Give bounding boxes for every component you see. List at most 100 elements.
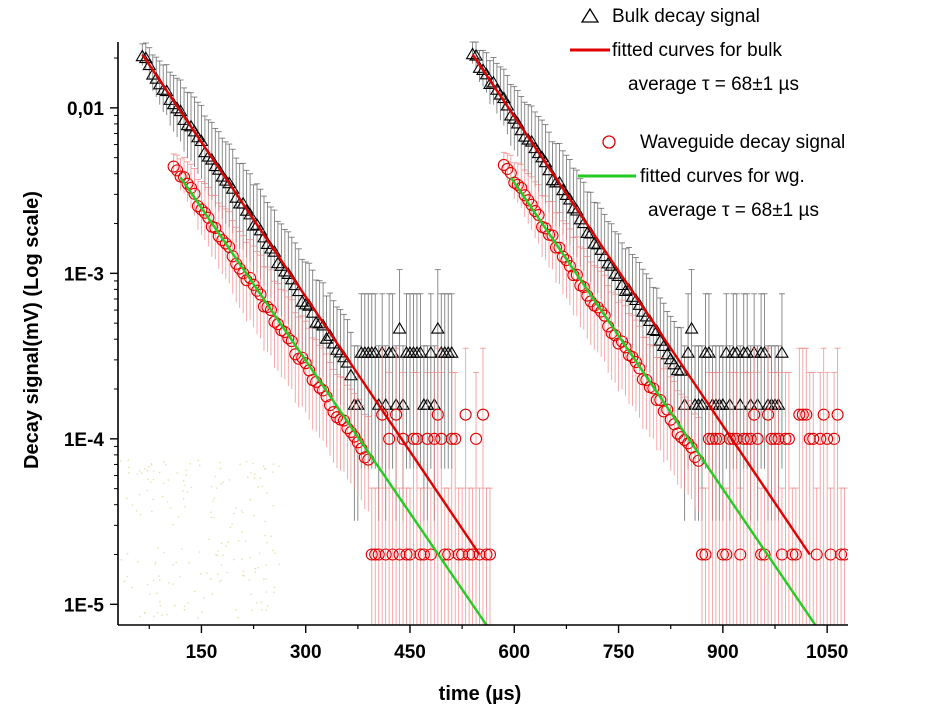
- waveguide-point: [737, 432, 750, 445]
- background-speckle: [253, 477, 256, 480]
- waveguide-point: [473, 548, 486, 561]
- background-speckle: [258, 552, 261, 554]
- waveguide-point: [786, 548, 799, 561]
- bulk-point: [170, 101, 185, 114]
- x-tick-label: 150: [186, 642, 218, 663]
- background-speckle: [151, 510, 153, 513]
- bulk-point: [729, 345, 744, 358]
- background-speckle: [147, 478, 149, 481]
- background-speckle: [255, 602, 258, 604]
- waveguide-point: [469, 432, 483, 445]
- background-speckle: [156, 611, 159, 614]
- background-speckle: [278, 465, 281, 468]
- waveguide-point: [209, 221, 222, 234]
- waveguide-point: [219, 237, 232, 250]
- waveguide-point: [831, 408, 844, 421]
- background-speckle: [231, 523, 233, 525]
- background-speckle: [208, 538, 210, 541]
- background-speckle: [248, 579, 251, 581]
- bulk-point: [159, 84, 174, 97]
- background-speckle: [179, 576, 181, 578]
- bulk-point: [618, 284, 633, 297]
- waveguide-point: [706, 432, 719, 445]
- background-speckle: [131, 504, 134, 506]
- background-speckle: [163, 551, 165, 554]
- waveguide-point: [431, 408, 444, 421]
- waveguide-point: [459, 408, 472, 421]
- background-speckle: [141, 472, 143, 475]
- background-speckle: [225, 545, 227, 547]
- background-speckle: [228, 479, 231, 481]
- x-tick-label: 300: [290, 642, 322, 663]
- waveguide-point: [393, 548, 406, 561]
- background-speckle: [190, 486, 193, 489]
- background-speckle: [137, 561, 140, 563]
- background-speckle: [149, 481, 152, 483]
- bulk-point: [187, 124, 202, 137]
- waveguide-point: [386, 548, 399, 561]
- waveguide-point: [810, 548, 823, 561]
- bulk-point: [423, 345, 438, 358]
- background-speckle: [244, 540, 247, 542]
- background-speckle: [235, 609, 238, 611]
- bulk-point: [309, 315, 324, 328]
- bulk-point: [479, 67, 494, 80]
- background-speckle: [217, 573, 220, 575]
- bulk-point: [510, 116, 525, 129]
- background-speckle: [273, 591, 275, 593]
- bulk-point: [378, 397, 393, 410]
- waveguide-point: [216, 234, 229, 247]
- bulk-point: [569, 203, 584, 216]
- background-speckle: [148, 465, 150, 468]
- waveguide-point: [556, 250, 570, 263]
- bulk-point: [253, 223, 268, 236]
- bulk-point: [225, 181, 240, 194]
- waveguide-point: [532, 208, 545, 222]
- background-speckle: [210, 516, 213, 519]
- bulk-point: [601, 256, 616, 269]
- bulk-point: [615, 278, 630, 291]
- waveguide-point: [445, 432, 458, 445]
- background-speckle: [181, 548, 183, 550]
- background-speckle: [154, 563, 156, 565]
- waveguide-point: [424, 548, 437, 561]
- background-speckle: [229, 526, 232, 528]
- waveguide-point: [727, 432, 740, 445]
- background-speckle: [166, 501, 169, 503]
- bulk-point: [211, 162, 226, 175]
- background-speckle: [274, 552, 276, 555]
- background-speckle: [234, 507, 237, 509]
- background-speckle: [153, 470, 155, 472]
- waveguide-point: [748, 408, 761, 421]
- waveguide-point: [480, 548, 493, 561]
- background-speckle: [158, 471, 161, 474]
- waveguide-point: [560, 254, 573, 267]
- background-speckle: [212, 500, 214, 503]
- bulk-point: [194, 134, 209, 147]
- background-speckle: [172, 563, 175, 566]
- background-speckle: [210, 511, 212, 513]
- bulk-point: [413, 345, 428, 358]
- background-speckle: [252, 462, 254, 465]
- waveguide-point: [695, 548, 709, 561]
- waveguide-point: [452, 548, 465, 561]
- background-speckle: [126, 497, 128, 500]
- legend-label: Bulk decay signal: [612, 6, 760, 27]
- background-speckle: [214, 475, 217, 478]
- waveguide-point: [553, 241, 566, 254]
- background-speckle: [184, 506, 186, 508]
- bulk-point: [138, 51, 153, 64]
- background-speckle: [239, 463, 241, 466]
- bulk-point: [667, 357, 682, 370]
- background-speckle: [139, 615, 141, 618]
- waveguide-point: [744, 432, 757, 445]
- y-axis-label: Decay signal(mV) (Log scale): [21, 191, 43, 469]
- waveguide-point: [751, 432, 764, 445]
- bulk-point: [524, 134, 539, 147]
- waveguide-point: [379, 548, 392, 561]
- background-speckle: [161, 496, 164, 498]
- legend-label: fitted curves for wg.: [640, 166, 805, 187]
- background-speckle: [165, 463, 167, 466]
- background-speckle: [266, 605, 269, 607]
